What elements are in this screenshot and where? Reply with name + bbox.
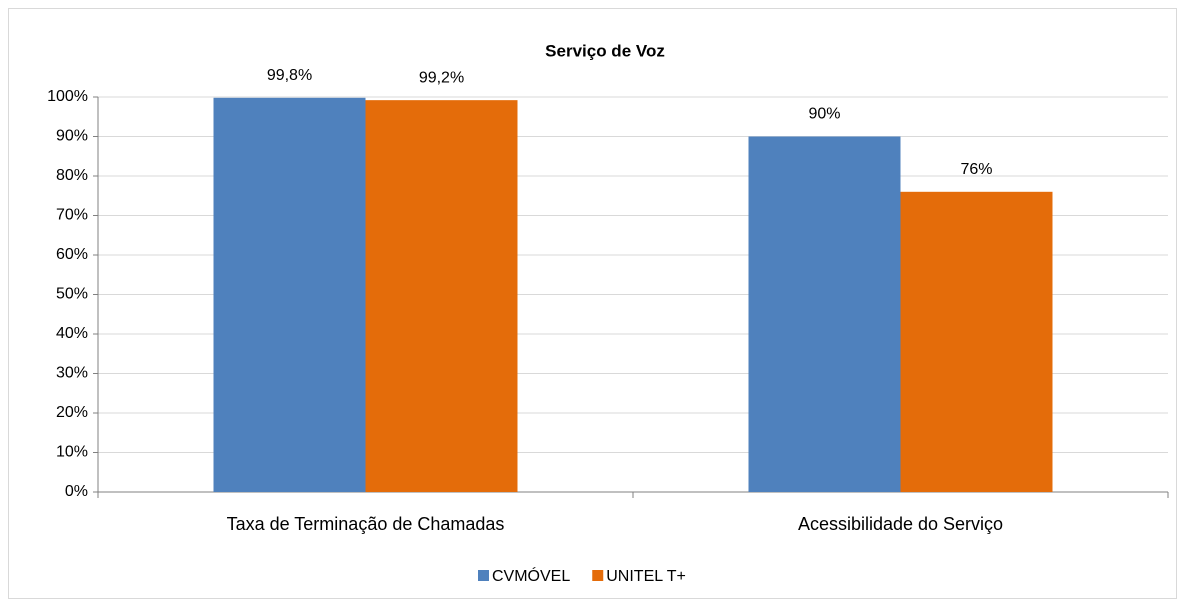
- bar: [213, 97, 366, 492]
- y-tick-label: 70%: [56, 207, 88, 224]
- y-tick-label: 60%: [56, 246, 88, 263]
- x-tick-label: Taxa de Terminação de Chamadas: [227, 514, 505, 534]
- y-tick-label: 0%: [65, 483, 88, 500]
- bar: [900, 191, 1053, 493]
- value-label: 99,8%: [267, 67, 312, 84]
- y-tick-label: 50%: [56, 286, 88, 303]
- y-tick-label: 20%: [56, 404, 88, 421]
- x-tick-label: Acessibilidade do Serviço: [798, 514, 1003, 534]
- y-tick-label: 30%: [56, 365, 88, 382]
- legend-swatch: [478, 570, 489, 581]
- legend-swatch: [592, 570, 604, 581]
- y-tick-label: 90%: [56, 128, 88, 145]
- legend-label: CVMÓVEL: [492, 566, 570, 585]
- bar: [748, 136, 901, 492]
- y-tick-label: 100%: [47, 88, 88, 105]
- y-tick-label: 80%: [56, 167, 88, 184]
- value-label: 90%: [808, 106, 840, 123]
- legend-label: UNITEL T+: [606, 568, 686, 585]
- value-label: 99,2%: [419, 69, 464, 86]
- value-label: 76%: [960, 161, 992, 178]
- chart-title: Serviço de Voz: [545, 41, 665, 60]
- y-tick-label: 10%: [56, 444, 88, 461]
- bar: [365, 100, 518, 492]
- y-tick-label: 40%: [56, 325, 88, 342]
